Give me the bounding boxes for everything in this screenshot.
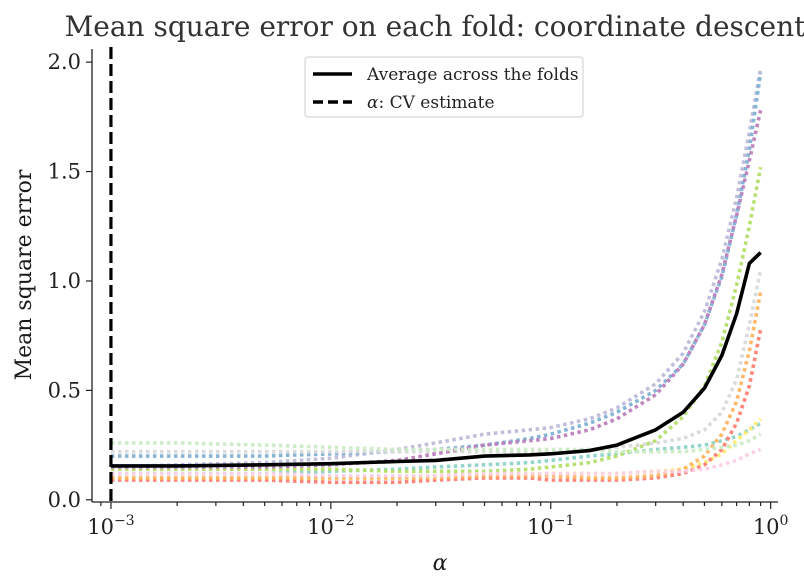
legend-label-part: : CV estimate — [378, 93, 494, 113]
series-fold-6-line — [110, 291, 763, 480]
x-tick-exponent: 0 — [780, 513, 789, 529]
y-tick-label: 2.0 — [48, 50, 81, 74]
x-tick-label: 10−3 — [87, 513, 134, 539]
x-tick-exponent: −2 — [334, 513, 355, 529]
x-tick-base: 10 — [753, 515, 780, 539]
x-tick-exponent: −1 — [554, 513, 575, 529]
y-axis-label: Mean square error — [12, 169, 37, 380]
x-tick-label: 100 — [753, 513, 789, 539]
series-fold-2-line — [110, 417, 762, 480]
y-tick-label: 1.5 — [48, 160, 81, 184]
series-fold-10-line — [110, 109, 763, 469]
plot-area — [109, 47, 763, 502]
legend: Average across the folds α: CV estimate — [304, 56, 584, 118]
y-tick-label: 0.5 — [48, 378, 81, 402]
x-tick-base: 10 — [307, 515, 334, 539]
x-axis-label: α — [433, 551, 448, 576]
series-fold-4-line — [110, 328, 763, 485]
series-fold-7-line — [110, 166, 763, 474]
legend-label-part: Average across the folds — [366, 65, 579, 85]
legend-frame — [304, 56, 584, 118]
chart-title: Mean square error on each fold: coordina… — [65, 10, 804, 43]
series-fold-5-line — [110, 72, 763, 458]
x-axis-ticks: 10−3 10−2 10−1 100 — [87, 502, 788, 539]
legend-label-1: Average across the folds — [366, 65, 579, 85]
legend-label-2: α: CV estimate — [367, 93, 495, 113]
y-tick-label: 1.0 — [48, 269, 81, 293]
y-tick-label: 0.0 — [48, 488, 81, 512]
x-tick-label: 10−2 — [307, 513, 354, 539]
x-tick-label: 10−1 — [527, 513, 574, 539]
x-tick-base: 10 — [527, 515, 554, 539]
series-average-line — [110, 251, 762, 468]
legend-label-part: α — [367, 93, 379, 113]
x-tick-exponent: −3 — [114, 513, 135, 529]
y-axis-ticks: 0.0 0.5 1.0 1.5 2.0 — [48, 50, 92, 512]
x-tick-base: 10 — [87, 515, 114, 539]
series-fold-3-line — [110, 68, 763, 469]
